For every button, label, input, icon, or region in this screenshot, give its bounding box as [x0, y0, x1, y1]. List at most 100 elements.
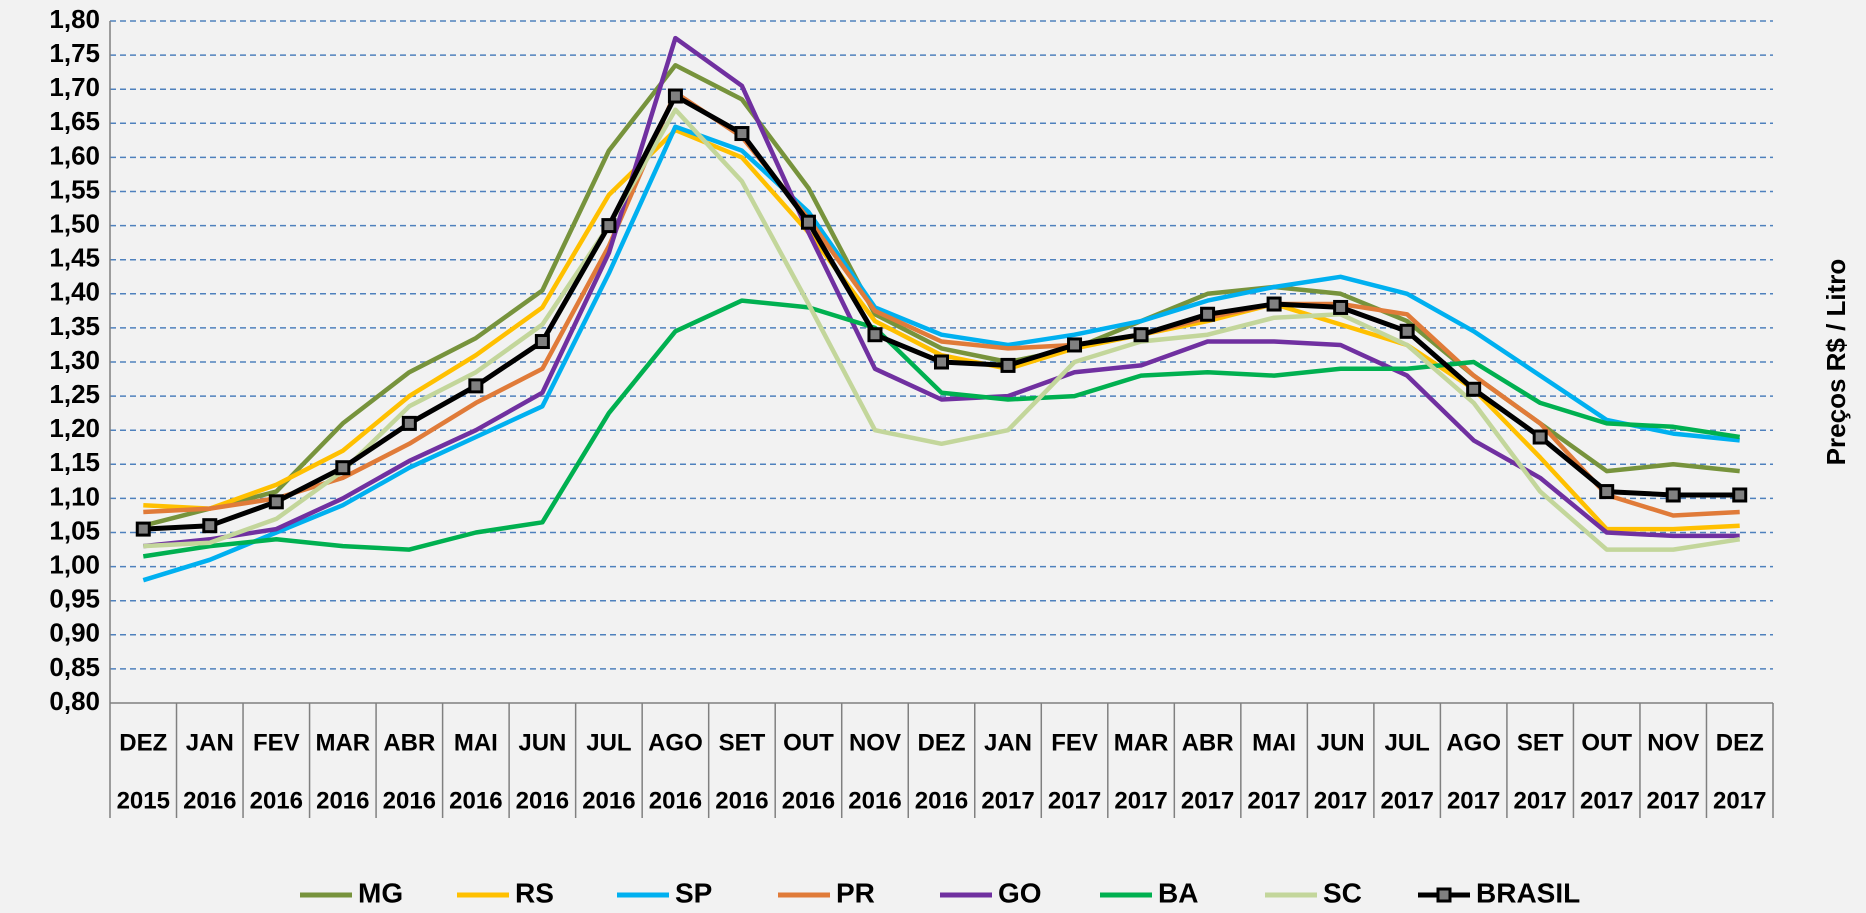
y-tick-label: 1,65: [49, 106, 100, 136]
x-tick-year: 2016: [516, 787, 569, 814]
x-tick-year: 2017: [1380, 787, 1433, 814]
x-tick-year: 2017: [1314, 787, 1367, 814]
x-tick-year: 2017: [1580, 787, 1633, 814]
point-marker: [1732, 487, 1748, 503]
x-tick-label: SET: [1517, 729, 1564, 756]
x-tick-label: AGO: [1446, 729, 1501, 756]
x-tick-label: OUT: [1581, 729, 1632, 756]
point-marker: [734, 126, 750, 142]
x-tick-year: 2017: [1247, 787, 1300, 814]
x-tick-label: JAN: [984, 729, 1032, 756]
y-tick-label: 1,10: [49, 481, 100, 511]
legend-label: BRASIL: [1476, 877, 1580, 908]
x-tick-label: NOV: [849, 729, 901, 756]
point-marker: [335, 460, 351, 476]
x-tick-year: 2017: [1181, 787, 1234, 814]
x-tick-label: MAR: [315, 729, 370, 756]
point-marker: [268, 494, 284, 510]
x-tick-year: 2016: [848, 787, 901, 814]
x-tick-label: ABR: [383, 729, 435, 756]
legend-label: BA: [1158, 877, 1198, 908]
series-line: [143, 107, 1741, 552]
y-tick-label: 1,20: [49, 413, 100, 443]
point-marker: [468, 378, 484, 394]
legend-label: SP: [675, 877, 712, 908]
point-marker: [1133, 327, 1149, 343]
point-marker: [1000, 357, 1016, 373]
point-marker: [202, 518, 218, 534]
x-tick-label: JUN: [518, 729, 566, 756]
x-tick-year: 2017: [1114, 787, 1167, 814]
point-marker: [867, 327, 883, 343]
x-tick-year: 2017: [1513, 787, 1566, 814]
y-tick-label: 1,50: [49, 208, 100, 238]
y-tick-label: 1,30: [49, 345, 100, 375]
x-tick-label: NOV: [1647, 729, 1699, 756]
x-tick-label: SET: [719, 729, 766, 756]
y-tick-label: 1,25: [49, 379, 100, 409]
x-tick-label: JUL: [586, 729, 631, 756]
x-tick-year: 2016: [183, 787, 236, 814]
legend-label: SC: [1323, 877, 1362, 908]
y-tick-label: 1,40: [49, 277, 100, 307]
legend-label: MG: [358, 877, 403, 908]
series-line: [143, 90, 1740, 518]
point-marker: [934, 354, 949, 370]
x-tick-year: 2016: [649, 787, 702, 814]
x-tick-label: MAI: [1252, 729, 1296, 756]
x-tick-label: JAN: [186, 729, 234, 756]
x-tick-label: MAR: [1114, 729, 1169, 756]
point-marker: [800, 214, 816, 230]
point-marker: [1200, 306, 1216, 322]
x-tick-year: 2016: [582, 787, 635, 814]
y-tick-label: 0,80: [49, 686, 100, 716]
point-marker: [534, 334, 550, 350]
point-marker: [401, 415, 417, 431]
point-marker: [1665, 487, 1681, 503]
x-tick-label: DEZ: [918, 729, 966, 756]
x-tick-year: 2016: [316, 787, 369, 814]
legend-label: GO: [998, 877, 1042, 908]
legend-label: RS: [515, 877, 554, 908]
y-tick-label: 0,85: [49, 652, 100, 682]
x-tick-year: 2017: [1713, 787, 1766, 814]
y-tick-label: 1,60: [49, 140, 100, 170]
y-tick-label: 1,05: [49, 515, 100, 545]
y-tick-label: 1,00: [49, 549, 100, 579]
point-marker: [667, 88, 683, 104]
x-tick-label: AGO: [648, 729, 703, 756]
point-marker: [1532, 429, 1548, 445]
y-tick-label: 1,45: [49, 243, 100, 273]
x-tick-label: DEZ: [119, 729, 167, 756]
y-tick-label: 1,75: [49, 38, 100, 68]
y-tick-label: 1,80: [49, 4, 100, 34]
x-tick-label: DEZ: [1716, 729, 1764, 756]
point-marker: [601, 218, 617, 234]
x-tick-year: 2017: [1048, 787, 1101, 814]
x-tick-year: 2015: [117, 787, 170, 814]
x-tick-label: FEV: [253, 729, 300, 756]
x-tick-year: 2016: [782, 787, 835, 814]
y-tick-label: 1,35: [49, 311, 100, 341]
x-tick-label: JUN: [1317, 729, 1365, 756]
x-tick-year: 2016: [915, 787, 968, 814]
point-marker: [135, 521, 151, 537]
series-line: [143, 35, 1740, 549]
y-tick-label: 1,15: [49, 447, 100, 477]
point-marker: [1266, 296, 1282, 312]
x-tick-label: JUL: [1384, 729, 1429, 756]
y-tick-label: 1,70: [49, 72, 100, 102]
x-tick-label: FEV: [1051, 729, 1098, 756]
legend-marker: [1436, 887, 1452, 903]
series-line: [142, 124, 1740, 583]
x-tick-year: 2016: [250, 787, 303, 814]
x-tick-year: 2017: [1447, 787, 1500, 814]
x-tick-year: 2017: [981, 787, 1034, 814]
y-tick-label: 0,90: [49, 618, 100, 648]
point-marker: [1399, 323, 1415, 339]
legend-label: PR: [836, 877, 875, 908]
y-axis-label: Preços R$ / Litro: [1821, 259, 1851, 466]
point-marker: [1333, 299, 1349, 315]
x-tick-year: 2016: [449, 787, 502, 814]
